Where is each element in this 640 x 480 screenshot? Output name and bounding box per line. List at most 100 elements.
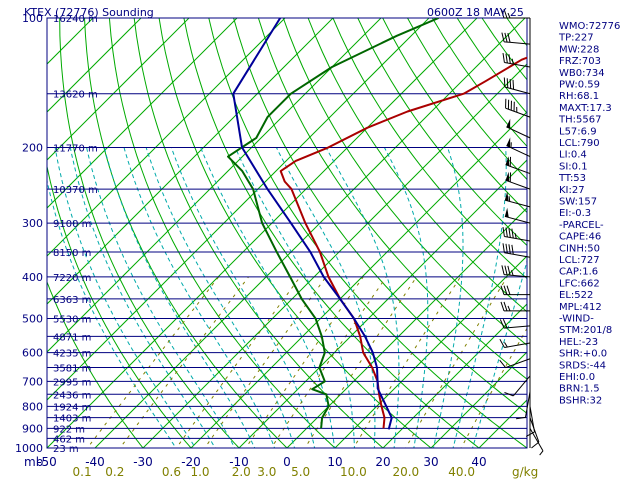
mixing-ratio-line [245, 276, 364, 448]
dry-adiabat-line [282, 18, 527, 346]
sounding-index: -WIND- [559, 314, 594, 325]
pressure-label: 400 [22, 271, 43, 284]
sounding-index: L57:6.9 [559, 126, 597, 137]
isotherm-line [47, 18, 430, 401]
height-label: 1403 m [53, 414, 91, 425]
moist-adiabat-line [86, 147, 236, 448]
height-label: 4871 m [53, 332, 91, 343]
sounding-index: EL:522 [559, 290, 593, 301]
wind-barb [503, 77, 531, 95]
temperature-tick-label: 10 [327, 455, 342, 469]
wind-barb [506, 137, 531, 158]
wind-barb [506, 118, 531, 139]
sounding-index: LFC:662 [559, 278, 600, 289]
wind-barb [505, 156, 531, 175]
isotherm-line [47, 18, 334, 305]
sounding-index: TT:53 [558, 173, 586, 184]
isotherm-line [190, 111, 527, 448]
dry-adiabat-line [431, 18, 527, 148]
moist-adiabat-line [383, 147, 429, 448]
wind-barb [501, 32, 531, 45]
sounding-index: STM:201/8 [559, 325, 612, 336]
wind-barb [516, 391, 531, 420]
data-lines [227, 18, 527, 430]
sounding-index: SI:0.1 [559, 161, 588, 172]
mixing-ratio-line [204, 276, 327, 448]
mixing-ratio-line [119, 276, 249, 448]
height-label: 8150 m [53, 248, 91, 259]
wind-barb [502, 53, 531, 68]
wind-barb [499, 318, 531, 329]
mixing-ratio-line [352, 276, 461, 448]
isotherm-line [47, 18, 478, 448]
pressure-label: 200 [22, 141, 43, 154]
height-label: 16240 m [53, 14, 98, 25]
isotherm-line [430, 351, 527, 448]
dry-adiabat-line [233, 18, 527, 414]
mixing-ratio-label: 0.2 [105, 465, 124, 479]
sounding-index: RH:68.1 [559, 91, 599, 102]
dry-adiabat-line [108, 18, 336, 448]
wind-barb [504, 207, 531, 224]
dry-adiabat-line [183, 18, 480, 448]
sounding-index: TP:227 [558, 33, 594, 44]
isotherm-line [382, 303, 527, 448]
mixing-ratio-line [175, 276, 301, 448]
isotherm-line [94, 18, 526, 448]
sounding-index: BSHR:32 [559, 395, 602, 406]
wind-barb [500, 8, 530, 19]
sounding-index: HEL:-23 [559, 337, 598, 348]
sounding-index: KI:27 [559, 185, 585, 196]
dry-adiabat-line [407, 18, 527, 181]
pressure-label: 900 [22, 422, 43, 435]
isotherm-line [478, 399, 527, 448]
mixing-ratio-label: 5.0 [291, 465, 310, 479]
isotherm-line [47, 18, 238, 209]
mixing-ratio-label: 3.0 [257, 465, 276, 479]
moist-adiabat-line [69, 147, 216, 448]
height-label: 4235 m [53, 349, 91, 360]
dry-adiabat-line [382, 18, 527, 214]
mixing-ratio-label: 2.0 [232, 465, 251, 479]
wind-barb [504, 191, 531, 208]
moist-adiabat-line [452, 147, 507, 448]
moist-adiabat-line [47, 178, 177, 448]
dry-adiabat-line [307, 18, 527, 313]
pressure-label: 800 [22, 400, 43, 413]
isotherm-line [47, 18, 382, 353]
height-label: 3581 m [53, 364, 91, 375]
wind-barb [500, 301, 530, 312]
height-label: 1924 m [53, 402, 91, 413]
mixing-ratio-line [86, 276, 219, 448]
sounding-index: SRDS:-44 [559, 360, 606, 371]
wind-barb [529, 428, 544, 456]
moist-adiabat-line [432, 147, 464, 448]
mixing-ratio-line [304, 276, 418, 448]
sounding-index: SHR:+0.0 [559, 349, 607, 360]
temperature-tick-label: -20 [181, 455, 201, 469]
wind-barb [505, 98, 531, 118]
moist-adiabat-line [234, 147, 355, 448]
mixing-ratio-label: 1.0 [190, 465, 209, 479]
pressure-label: 1000 [15, 442, 43, 455]
temperature-tick-label: 40 [471, 455, 486, 469]
height-label: 11770 m [53, 143, 98, 154]
wind-barb [529, 417, 540, 449]
moist-adiabat-line [472, 259, 527, 448]
dry-adiabat-line [133, 18, 384, 448]
height-label: 2995 m [53, 377, 91, 388]
dry-adiabat-line [332, 18, 527, 280]
isotherm-line [47, 18, 286, 257]
wind-barbs [499, 8, 544, 456]
temperature-tick-label: 0 [283, 455, 291, 469]
height-label: 462 m [53, 434, 85, 445]
temperature-tick-label: 30 [423, 455, 438, 469]
sounding-index: LI:0.4 [559, 150, 587, 161]
wind-barb [502, 243, 531, 258]
temperature-tick-label: 20 [375, 455, 390, 469]
dry-adiabat-line [357, 18, 527, 247]
sounding-time: 0600Z 18 MAY 25 [427, 6, 524, 19]
sounding-index: -PARCEL- [559, 220, 604, 231]
